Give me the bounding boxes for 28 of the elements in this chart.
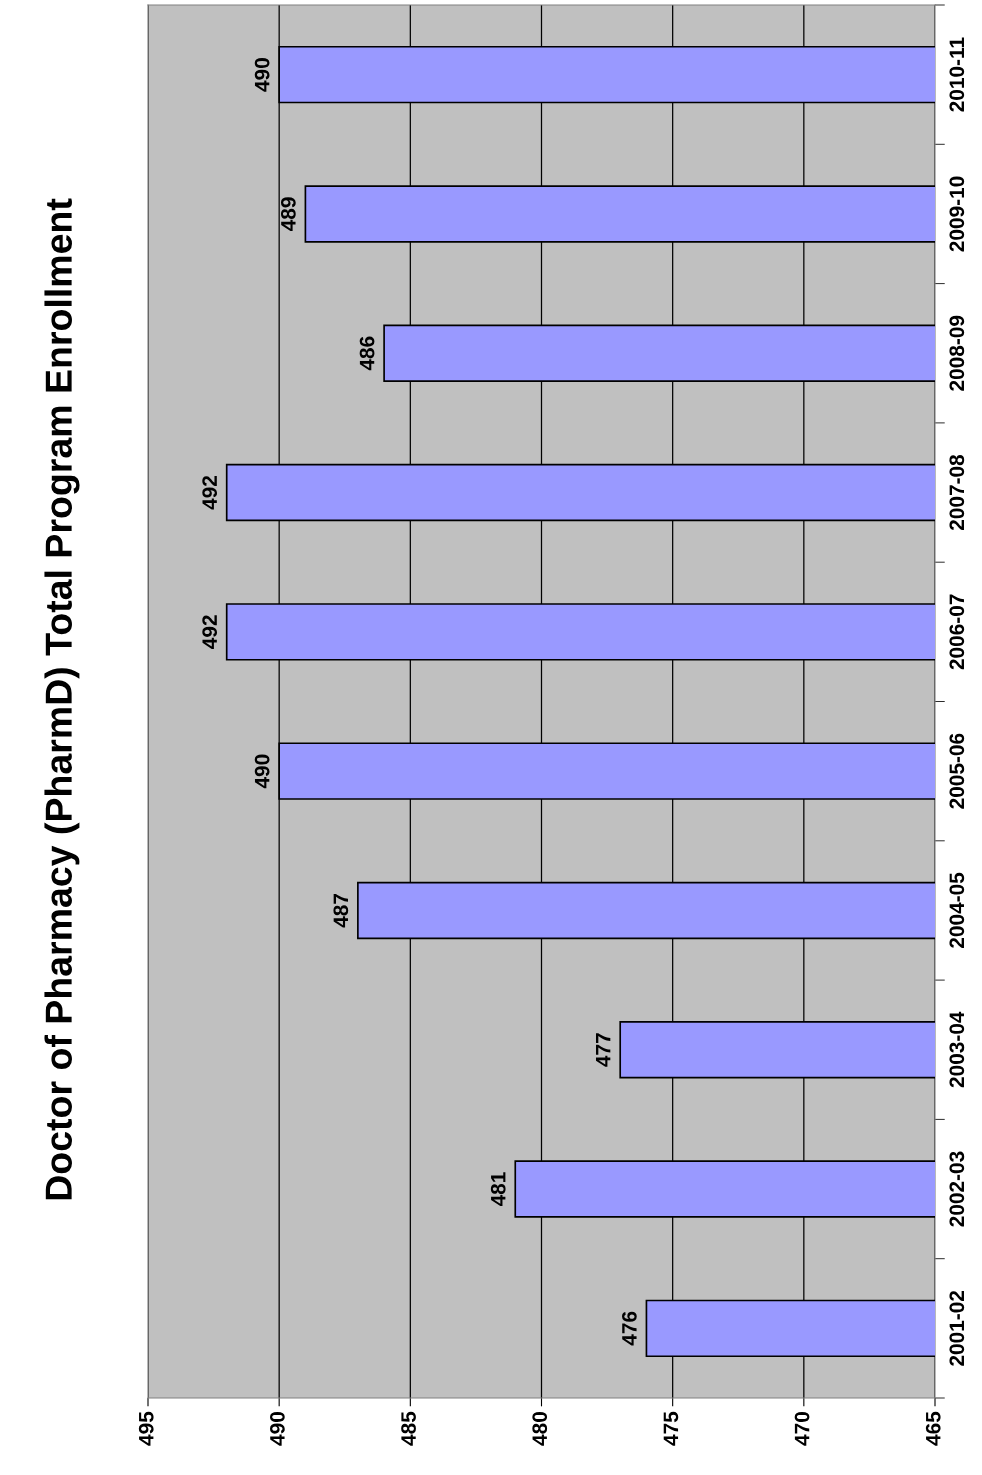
text: Doctor of Pharmacy (PharmD) Total Program Enrollment — [44, 198, 80, 1200]
x-tick-label: 475 — [663, 1411, 679, 1446]
data-label: 481 — [490, 1172, 506, 1207]
y-tick-label: 2005-06 — [949, 733, 965, 809]
data-label: 490 — [254, 58, 270, 92]
y-tick-label: 2009-10 — [949, 176, 965, 252]
x-tick-label: 480 — [532, 1412, 548, 1446]
data-label: 489 — [280, 197, 296, 232]
y-tick-label: 2008-09 — [949, 315, 965, 391]
x-tick-label: 470 — [794, 1412, 810, 1446]
data-label: 476 — [622, 1311, 637, 1346]
data-label: 486 — [359, 336, 375, 371]
x-tick-label: 465 — [925, 1411, 941, 1446]
y-tick-label: 2007-08 — [949, 454, 965, 531]
x-tick-label: 495 — [138, 1411, 154, 1446]
y-tick-label: 2003-04 — [949, 1011, 965, 1088]
data-label: 490 — [254, 754, 270, 789]
data-label: 487 — [333, 893, 349, 928]
y-tick-label: 2010-11 — [949, 37, 965, 112]
y-tick-label: 2001-02 — [949, 1290, 965, 1366]
x-tick-label: 485 — [401, 1411, 416, 1446]
y-tick-label: 2004-05 — [949, 872, 965, 948]
y-tick-label: 2006-07 — [949, 594, 965, 670]
data-label: 492 — [202, 476, 218, 510]
y-tick-label: 2002-03 — [949, 1151, 965, 1227]
data-label: 492 — [202, 615, 218, 649]
x-tick-label: 490 — [270, 1412, 285, 1446]
data-label: 477 — [595, 1033, 611, 1067]
